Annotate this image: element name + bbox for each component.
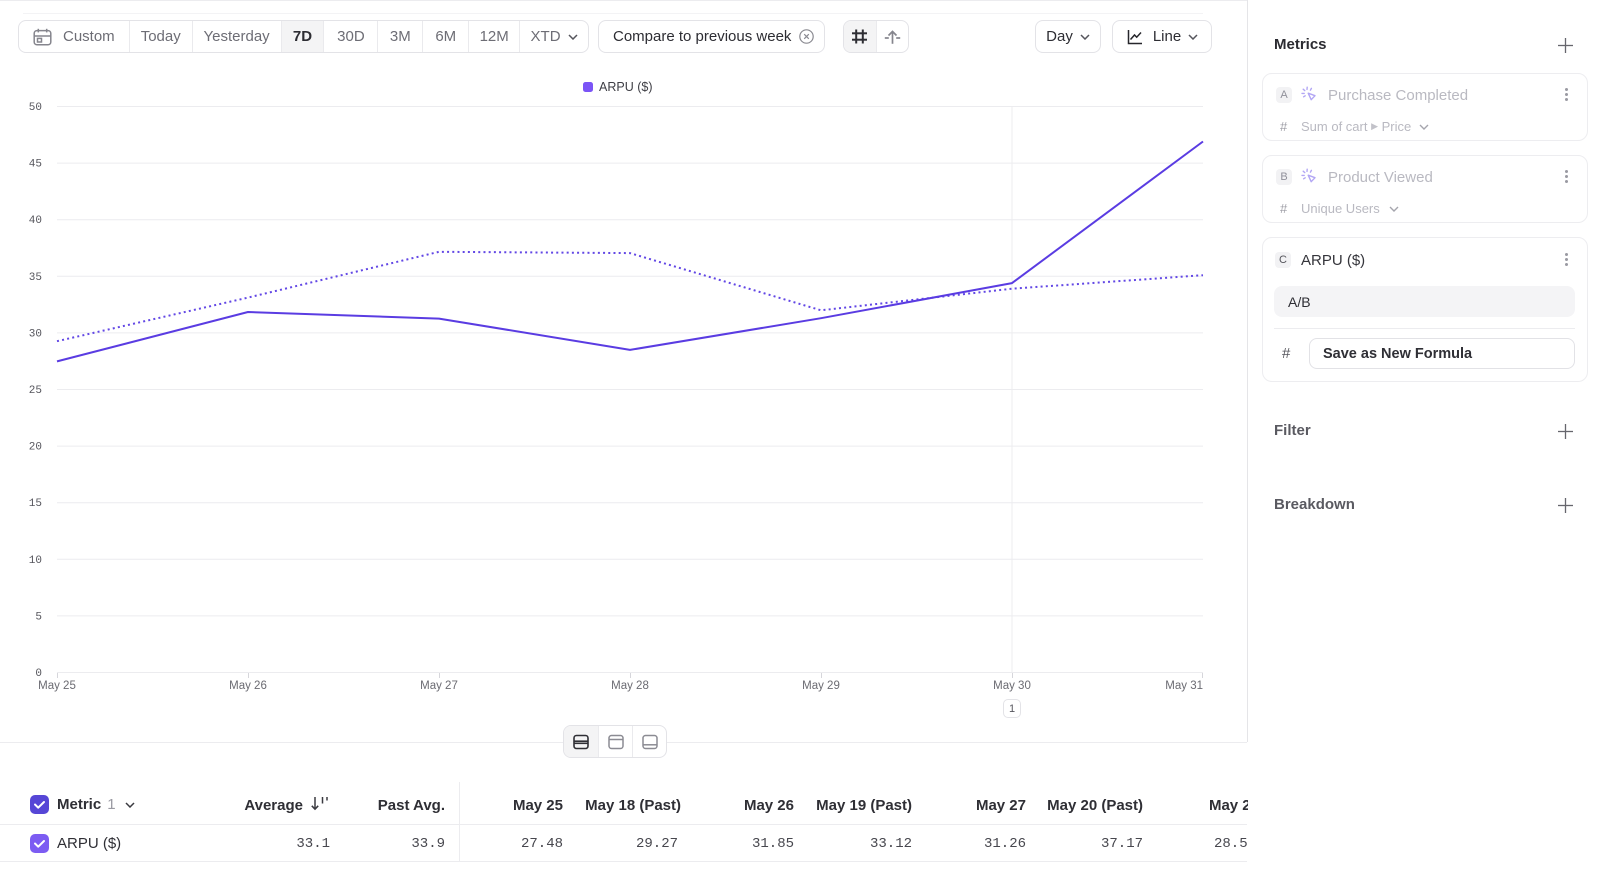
svg-text:May 25: May 25	[38, 680, 76, 692]
svg-text:25: 25	[29, 385, 42, 397]
svg-text:10: 10	[29, 555, 42, 567]
svg-text:May 29: May 29	[802, 680, 840, 692]
svg-text:May 27: May 27	[420, 680, 458, 692]
svg-text:May 31: May 31	[1165, 680, 1203, 692]
svg-text:5: 5	[35, 611, 42, 623]
svg-text:30: 30	[29, 328, 42, 340]
svg-text:May 26: May 26	[229, 680, 267, 692]
svg-text:50: 50	[29, 102, 42, 114]
svg-text:45: 45	[29, 159, 42, 171]
svg-text:May 28: May 28	[611, 680, 649, 692]
svg-text:15: 15	[29, 498, 42, 510]
svg-text:35: 35	[29, 272, 42, 284]
svg-text:May 30: May 30	[993, 680, 1031, 692]
svg-text:20: 20	[29, 442, 42, 454]
svg-text:40: 40	[29, 215, 42, 227]
svg-text:0: 0	[35, 668, 42, 680]
